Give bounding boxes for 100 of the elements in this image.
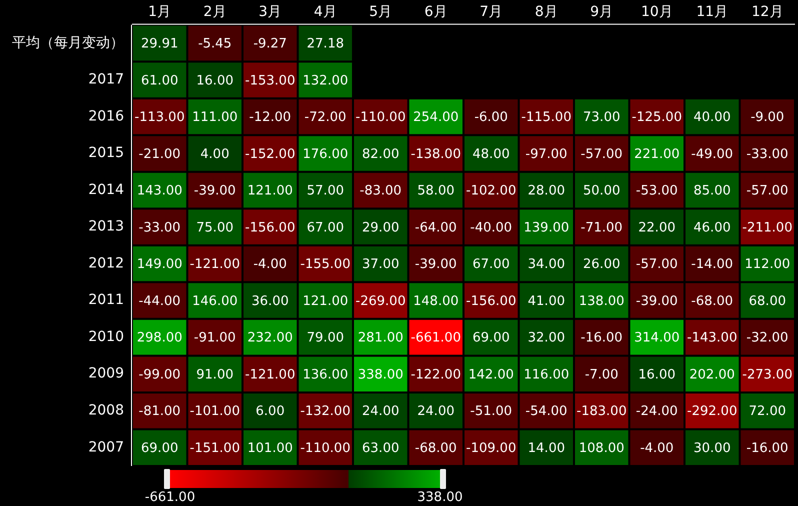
data-label: 79.00 <box>306 330 344 346</box>
data-label: -269.00 <box>356 294 406 309</box>
data-label: -102.00 <box>466 184 516 199</box>
x-tick-label: 10月 <box>640 4 673 20</box>
data-label: 116.00 <box>524 367 570 382</box>
data-label: 57.00 <box>306 184 344 199</box>
data-label: 232.00 <box>247 330 293 346</box>
data-label: -143.00 <box>687 330 738 346</box>
data-label: -64.00 <box>414 220 457 236</box>
data-label: -39.00 <box>194 184 236 199</box>
data-label: -21.00 <box>138 146 181 162</box>
data-label: 75.00 <box>196 220 234 236</box>
data-label: -49.00 <box>691 146 734 162</box>
data-label: -101.00 <box>190 404 240 420</box>
data-label: -109.00 <box>466 440 516 456</box>
data-label: 314.00 <box>634 330 680 346</box>
data-label: 68.00 <box>748 294 786 309</box>
data-label: -6.00 <box>474 110 508 126</box>
data-label: 26.00 <box>583 257 620 272</box>
data-label: -68.00 <box>691 294 734 309</box>
x-tick-label: 1月 <box>148 4 172 20</box>
data-label: 138.00 <box>578 294 624 309</box>
y-tick-label: 2017 <box>88 72 124 88</box>
data-label: 32.00 <box>528 330 565 346</box>
data-label: -121.00 <box>245 367 296 382</box>
data-label: 121.00 <box>302 294 348 309</box>
data-label: -33.00 <box>138 220 181 236</box>
data-label: 108.00 <box>578 440 624 456</box>
y-tick-label: 2014 <box>88 182 124 198</box>
data-label: 34.00 <box>528 257 565 272</box>
data-label: -39.00 <box>636 294 678 309</box>
data-label: -4.00 <box>253 257 287 272</box>
data-label: -24.00 <box>636 404 678 420</box>
data-label: 46.00 <box>694 220 731 236</box>
data-label: -156.00 <box>466 294 516 309</box>
data-label: -5.45 <box>198 36 232 52</box>
y-tick-label: 2007 <box>88 439 124 456</box>
x-tick-label: 5月 <box>369 4 392 20</box>
data-label: 121.00 <box>247 184 293 199</box>
data-label: -40.00 <box>470 220 512 236</box>
x-tick-label: 8月 <box>534 4 558 20</box>
color-bar-label: 338.00 <box>417 490 463 506</box>
data-label: -53.00 <box>636 184 678 199</box>
data-label: -33.00 <box>746 146 788 162</box>
data-label: 139.00 <box>524 220 570 236</box>
data-label: -51.00 <box>470 404 512 420</box>
data-label: 24.00 <box>417 404 454 420</box>
data-label: -138.00 <box>410 146 461 162</box>
data-label: 111.00 <box>192 110 238 126</box>
data-label: 36.00 <box>252 294 289 309</box>
data-label: -71.00 <box>580 220 623 236</box>
data-label: 254.00 <box>413 110 459 126</box>
data-label: -83.00 <box>360 184 402 199</box>
data-label: 14.00 <box>528 440 565 456</box>
data-label: -4.00 <box>640 440 674 456</box>
data-label: 16.00 <box>196 73 234 88</box>
data-label: 72.00 <box>748 404 786 420</box>
data-label: -273.00 <box>742 367 792 382</box>
data-label: -9.00 <box>750 110 784 126</box>
y-tick-label: 2009 <box>88 366 124 382</box>
data-label: -57.00 <box>580 146 623 162</box>
data-label: 338.00 <box>358 367 404 382</box>
data-label: 58.00 <box>417 184 454 199</box>
data-label: -183.00 <box>576 404 627 420</box>
data-label: -16.00 <box>746 440 788 456</box>
data-label: 69.00 <box>141 440 178 456</box>
data-label: 48.00 <box>472 146 510 162</box>
x-tick-label: 4月 <box>314 4 337 20</box>
data-label: 112.00 <box>744 257 790 272</box>
data-label: 61.00 <box>141 73 178 88</box>
data-label: 41.00 <box>528 294 565 309</box>
y-tick-label: 平均（每月变动） <box>12 34 124 51</box>
y-tick-label: 2015 <box>88 145 124 162</box>
data-label: -155.00 <box>300 257 350 272</box>
x-tick-label: 7月 <box>480 4 503 20</box>
data-label: 148.00 <box>413 294 459 309</box>
data-label: 73.00 <box>583 110 620 126</box>
data-label: -211.00 <box>742 220 792 236</box>
data-label: 6.00 <box>256 404 285 420</box>
data-label: -57.00 <box>636 257 678 272</box>
data-label: -152.00 <box>245 146 296 162</box>
color-bar-label: -661.00 <box>144 490 196 506</box>
data-label: 4.00 <box>200 146 230 162</box>
data-label: -153.00 <box>245 73 296 88</box>
x-tick-label: 6月 <box>424 4 448 20</box>
data-label: -122.00 <box>410 367 461 382</box>
data-label: -39.00 <box>414 257 457 272</box>
data-label: -125.00 <box>632 110 682 126</box>
data-label: 176.00 <box>302 146 348 162</box>
data-label: 202.00 <box>689 367 735 382</box>
data-label: 27.18 <box>306 36 344 52</box>
x-tick-label: 12月 <box>751 4 784 20</box>
data-label: 136.00 <box>302 367 348 382</box>
data-label: 50.00 <box>583 184 620 199</box>
data-label: 37.00 <box>362 257 400 272</box>
data-label: 281.00 <box>358 330 404 346</box>
data-label: 16.00 <box>638 367 676 382</box>
y-tick-label: 2008 <box>88 402 124 418</box>
data-label: 91.00 <box>196 367 234 382</box>
data-label: 69.00 <box>472 330 510 346</box>
